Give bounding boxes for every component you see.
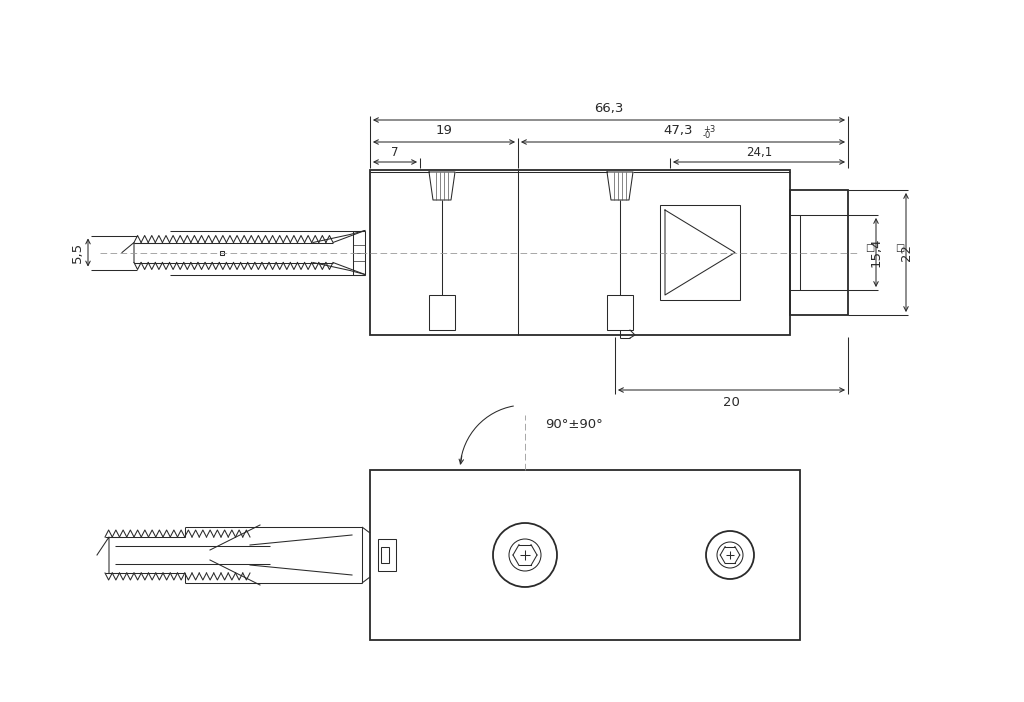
Text: 24,1: 24,1	[745, 146, 772, 159]
Text: 19: 19	[435, 124, 453, 137]
Bar	[220, 251, 224, 255]
Text: 15,4: 15,4	[870, 238, 883, 267]
Text: +3: +3	[703, 125, 715, 134]
Bar	[378, 539, 396, 571]
Text: -0: -0	[703, 131, 712, 140]
Bar	[370, 170, 790, 335]
Bar	[370, 470, 800, 640]
Bar	[607, 295, 633, 330]
Text: □: □	[895, 242, 904, 253]
Text: 5,5: 5,5	[71, 242, 84, 263]
Text: 90°±90°: 90°±90°	[545, 418, 603, 431]
Text: 7: 7	[391, 146, 398, 159]
Bar	[790, 190, 848, 315]
Text: 66,3: 66,3	[594, 102, 624, 115]
Text: 20: 20	[723, 396, 740, 409]
Bar	[429, 295, 455, 330]
Text: □: □	[865, 242, 874, 253]
Text: 22: 22	[900, 244, 913, 261]
Bar	[381, 547, 389, 563]
Bar	[660, 205, 740, 300]
Text: 47,3: 47,3	[664, 124, 693, 137]
